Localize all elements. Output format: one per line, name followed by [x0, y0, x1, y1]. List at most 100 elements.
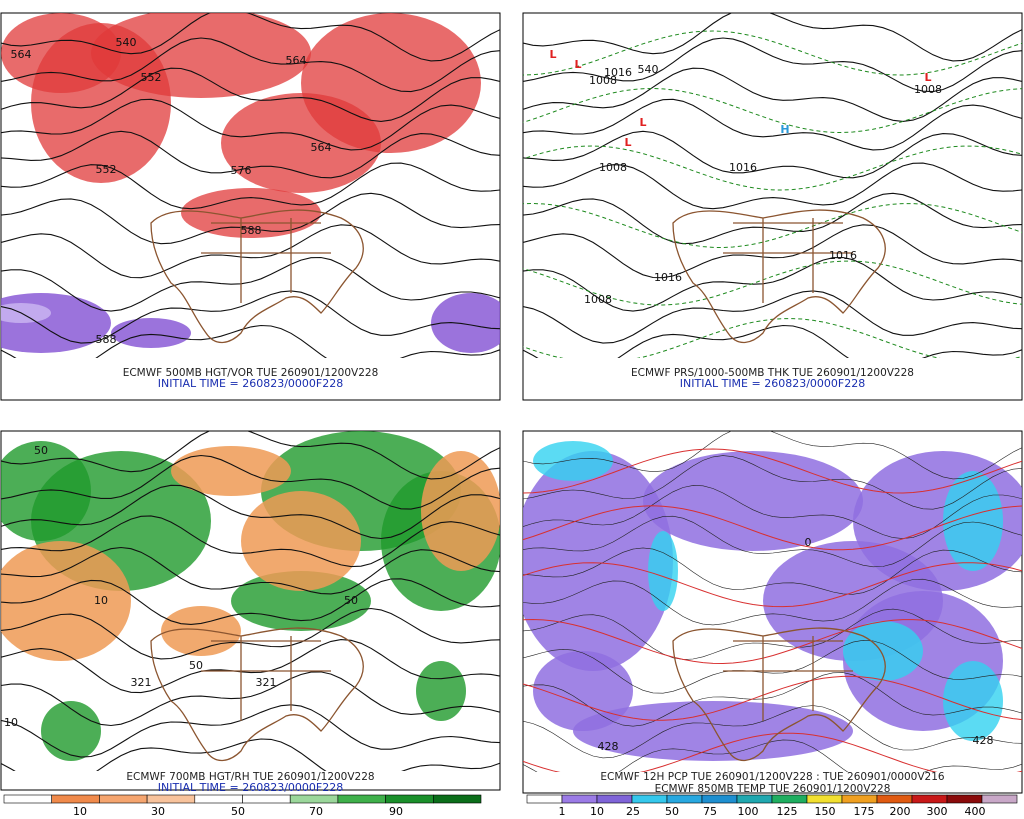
- contour: [523, 162, 1022, 210]
- caption: ECMWF 12H PCP TUE 260901/1200V228 : TUE …: [600, 771, 945, 783]
- colorbar-swatch: [289, 794, 339, 804]
- colorbar-swatch: [51, 794, 100, 804]
- contour: [523, 578, 1022, 626]
- caption-line-2: INITIAL TIME = 260823/0000F228: [158, 377, 343, 390]
- map-panel: 428 0 428 ECMWF 12H PCP TUE 260901/1200V228…: [522, 430, 1023, 795]
- colorbar-swatch: [242, 794, 291, 804]
- colorbar-swatch: [146, 794, 196, 804]
- shade: [241, 491, 361, 591]
- colorbar: 10 30 50 70 90: [3, 794, 482, 818]
- caption-line-2: ECMWF 850MB TEMP TUE 260901/1200V228: [655, 783, 891, 795]
- shade: [171, 446, 291, 496]
- shade: [111, 318, 191, 348]
- coastline: [150, 627, 364, 762]
- shade: [523, 451, 673, 671]
- contour: [523, 455, 1022, 510]
- colorbar-swatch: [981, 794, 1018, 804]
- contour: [1, 37, 500, 93]
- coastline: [672, 627, 886, 762]
- caption: ECMWF 500MB HGT/VOR TUE 260901/1200V228: [123, 367, 379, 379]
- colorbar-label: 50: [665, 805, 679, 818]
- dashed-contour: [523, 562, 1022, 608]
- contour-label: 588: [241, 224, 262, 237]
- contour-label: 10: [4, 716, 18, 729]
- colorbar-swatch: [876, 794, 913, 804]
- shade: [1, 441, 91, 541]
- caption: ECMWF 700MB HGT/RH TUE 260901/1200V228: [126, 771, 374, 783]
- contour: [1, 98, 500, 151]
- contour: [523, 192, 1022, 245]
- contour: [1, 13, 500, 62]
- contour: [1, 162, 500, 210]
- contour-label: 552: [141, 71, 162, 84]
- contour-label: 50: [344, 594, 358, 607]
- colorbar-label: 400: [965, 805, 986, 818]
- contour: [523, 224, 1022, 279]
- contour: [1, 704, 500, 758]
- shade: [1, 541, 131, 661]
- contour-label: 10: [94, 594, 108, 607]
- colorbar-swatch: [841, 794, 878, 804]
- contour: [523, 431, 1022, 480]
- contour: [523, 672, 1022, 727]
- contour: [523, 98, 1022, 151]
- contour: [523, 547, 1022, 595]
- shade: [431, 293, 500, 353]
- contour: [1, 484, 500, 540]
- pressure-center: H: [780, 123, 789, 136]
- contour-label: 50: [189, 659, 203, 672]
- map-area: [1, 13, 500, 358]
- contour-label: 576: [231, 164, 252, 177]
- pressure-center: L: [624, 136, 631, 149]
- colorbar-label: 200: [890, 805, 911, 818]
- contour: [523, 639, 1022, 694]
- contour-label: 1016: [729, 161, 757, 174]
- colorbar-swatch: [911, 794, 948, 804]
- shade: [943, 661, 1003, 741]
- contour: [523, 485, 1022, 539]
- colorbar-swatch: [526, 794, 563, 804]
- contour: [523, 67, 1022, 122]
- contour-label: 1008: [599, 161, 627, 174]
- contour: [1, 431, 500, 480]
- contour-label: 564: [311, 141, 332, 154]
- dashed-contour: [523, 145, 1022, 191]
- shade: [221, 93, 381, 193]
- contour: [1, 639, 500, 694]
- shade: [41, 701, 101, 761]
- contour: [523, 37, 1022, 93]
- contour-label: 1016: [829, 249, 857, 262]
- contour-label: 50: [34, 444, 48, 457]
- map-area: [523, 431, 1022, 772]
- shade: [91, 13, 311, 98]
- colorbar-swatch: [631, 794, 668, 804]
- contour: [523, 324, 1022, 358]
- dashed-contour: [523, 505, 1022, 551]
- shade: [843, 621, 923, 681]
- dashed-contour: [523, 618, 1022, 665]
- pressure-center: L: [549, 48, 556, 61]
- dashed-contour: [523, 202, 1022, 249]
- pressure-center: L: [574, 58, 581, 71]
- contour: [523, 13, 1022, 62]
- shade: [1, 303, 51, 323]
- contour: [1, 738, 500, 771]
- contour-label: 564: [286, 54, 307, 67]
- contour-label: 321: [131, 676, 152, 689]
- shade: [533, 441, 613, 481]
- colorbar-label: 75: [703, 805, 717, 818]
- shade: [533, 651, 633, 731]
- colorbar-label: 90: [389, 805, 403, 818]
- colorbar-label: 175: [854, 805, 875, 818]
- contour: [1, 324, 500, 358]
- pressure-center: L: [924, 71, 931, 84]
- shade: [643, 451, 863, 551]
- contour-label: 552: [96, 163, 117, 176]
- colorbar-swatch: [736, 794, 773, 804]
- caption-line-2: INITIAL TIME = 260823/0000F228: [158, 781, 343, 794]
- dashed-contour: [523, 675, 1022, 721]
- colorbar-label: 300: [927, 805, 948, 818]
- contour-label: 540: [638, 63, 659, 76]
- dashed-contour: [523, 30, 1022, 76]
